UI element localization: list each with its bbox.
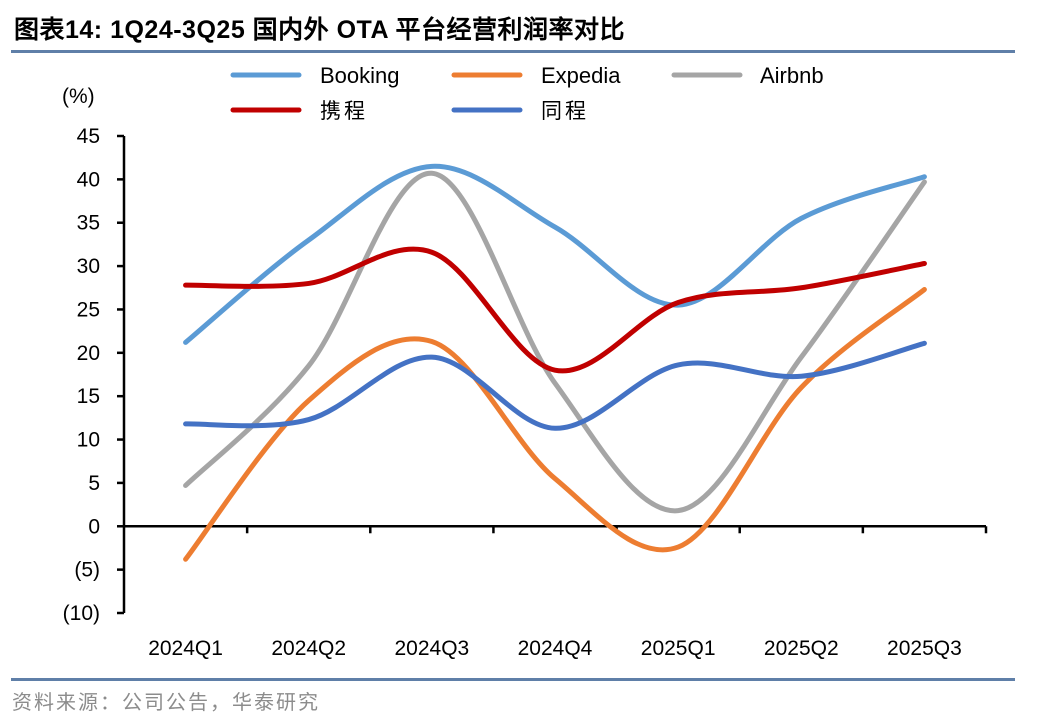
series-Booking — [183, 163, 927, 345]
x-tick-label: 2025Q1 — [641, 637, 716, 660]
source-note: 资料来源：公司公告，华泰研究 — [12, 690, 320, 714]
x-tick-label: 2024Q2 — [271, 637, 346, 660]
series-line — [183, 340, 927, 431]
legend-label: Booking — [320, 63, 400, 88]
series-同程 — [183, 340, 927, 431]
legend-label: Expedia — [541, 63, 621, 88]
y-tick-label: 20 — [77, 342, 100, 365]
y-tick-label: 0 — [88, 515, 100, 538]
y-tick-label: (5) — [74, 559, 100, 582]
series-lines — [183, 163, 927, 562]
legend-label: 同程 — [541, 99, 589, 123]
y-tick-label: 30 — [77, 255, 100, 278]
x-axis: 2024Q1 2024Q2 2024Q3 2024Q4 2025Q1 2025Q2 2025… — [124, 525, 988, 660]
legend-item: 携程 — [230, 99, 368, 123]
y-axis-unit-label: (%) — [62, 85, 95, 108]
legend-label: 携程 — [320, 99, 368, 123]
y-tick-label: 35 — [77, 212, 100, 235]
x-tick-label: 2025Q3 — [887, 637, 962, 660]
series-Airbnb — [183, 170, 927, 514]
y-tick-label: 5 — [88, 472, 100, 495]
y-tick-label: (10) — [63, 602, 100, 625]
series-Expedia — [183, 287, 927, 562]
series-携程 — [183, 246, 927, 374]
x-tick-label: 2024Q4 — [518, 637, 593, 660]
legend-item: 同程 — [451, 99, 589, 123]
series-line — [183, 287, 927, 562]
y-axis: 45 40 35 30 25 20 15 10 5 0 (5) (10) — [63, 125, 126, 625]
legend-item: Airbnb — [671, 63, 824, 88]
y-tick-label: 40 — [77, 168, 100, 191]
y-tick-label: 25 — [77, 298, 100, 321]
x-tick-label: 2024Q3 — [394, 637, 469, 660]
legend: Booking Expedia Airbnb 携程 同程 — [230, 63, 824, 123]
legend-item: Expedia — [451, 63, 621, 88]
legend-label: Airbnb — [760, 63, 824, 88]
x-tick-label: 2025Q2 — [764, 637, 839, 660]
footer-divider — [11, 678, 1015, 681]
title-divider — [11, 50, 1015, 53]
y-tick-label: 45 — [77, 125, 100, 148]
series-line — [183, 246, 927, 374]
x-tick-label: 2024Q1 — [148, 637, 223, 660]
chart-title: 图表14: 1Q24-3Q25 国内外 OTA 平台经营利润率对比 — [14, 16, 626, 44]
y-tick-label: 15 — [77, 385, 100, 408]
y-tick-label: 10 — [77, 429, 100, 452]
series-line — [183, 170, 927, 514]
legend-item: Booking — [230, 63, 400, 88]
series-line — [183, 163, 927, 345]
